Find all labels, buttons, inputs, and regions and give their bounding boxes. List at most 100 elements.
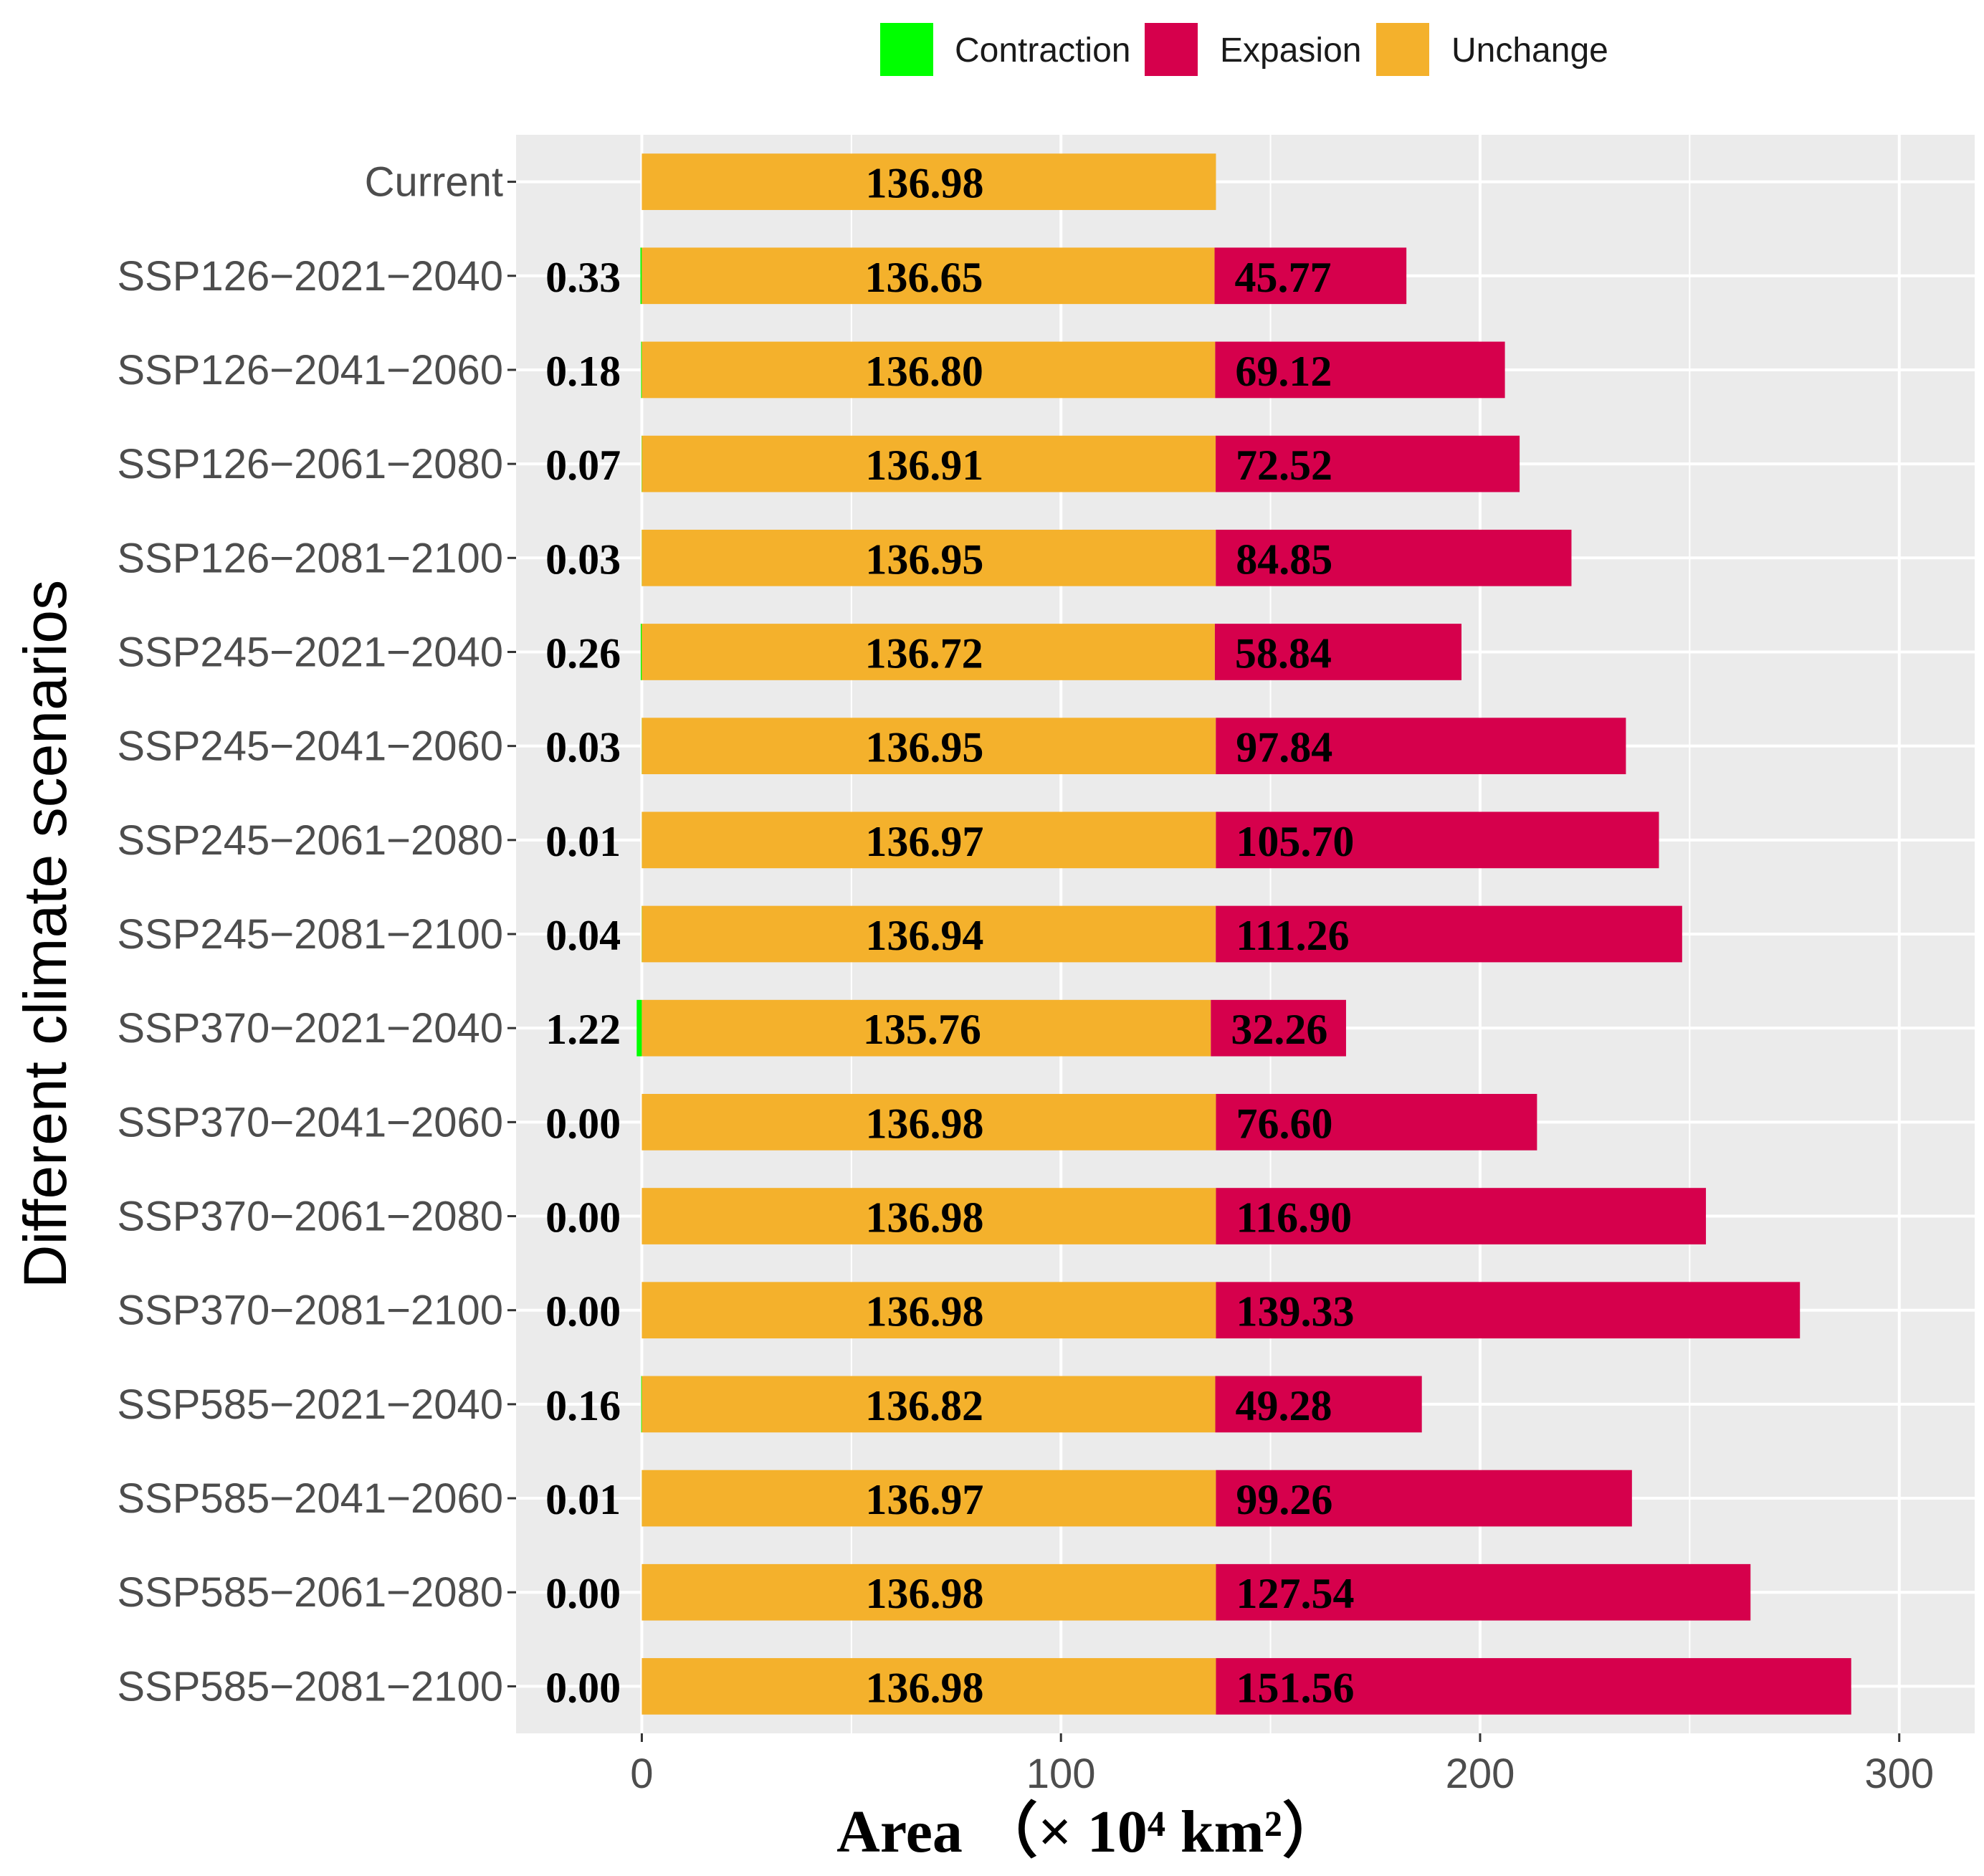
legend: Contraction Expasion Unchange — [880, 23, 1608, 76]
x-tick-label: 300 — [1864, 1751, 1934, 1797]
bar-unchange — [642, 435, 1216, 492]
bar-unchange — [642, 153, 1216, 210]
data-label-contraction: 1.22 — [545, 1006, 621, 1053]
y-tick-label: SSP370−2041−2060 — [117, 1099, 503, 1146]
x-tick-label: 100 — [1026, 1751, 1096, 1797]
y-tick-label: SSP585−2061−2080 — [117, 1569, 503, 1616]
data-label-unchange: 136.98 — [865, 1570, 983, 1617]
bar-contraction — [641, 1376, 642, 1433]
y-tick-label: SSP370−2021−2040 — [117, 1005, 503, 1052]
x-tick-label: 200 — [1446, 1751, 1515, 1797]
bar-unchange — [642, 247, 1215, 305]
data-label-unchange: 135.76 — [863, 1006, 981, 1053]
data-label-unchange: 136.95 — [865, 535, 983, 583]
y-tick-label: SSP126−2081−2100 — [117, 535, 503, 581]
data-label-expasion: 111.26 — [1236, 912, 1349, 959]
data-label-contraction: 0.26 — [545, 629, 621, 677]
x-tick-label: 0 — [630, 1751, 653, 1797]
legend-label-contraction: Contraction — [955, 32, 1130, 70]
bar-expasion — [1216, 811, 1659, 869]
bar-unchange — [642, 1563, 1216, 1621]
y-tick-label: SSP245−2021−2040 — [117, 629, 503, 675]
bar-expasion — [1216, 1658, 1851, 1715]
data-label-unchange: 136.65 — [864, 254, 983, 301]
data-label-unchange: 136.98 — [865, 1664, 983, 1711]
data-label-unchange: 136.97 — [865, 818, 983, 865]
bar-unchange — [642, 999, 1211, 1057]
data-label-contraction: 0.00 — [545, 1100, 621, 1147]
x-axis: 0 100 200 300 — [630, 1733, 1934, 1797]
data-label-unchange: 136.82 — [865, 1382, 983, 1429]
bar-expasion — [1215, 341, 1505, 399]
y-tick-label: SSP245−2041−2060 — [117, 723, 503, 770]
data-label-contraction: 0.16 — [545, 1382, 621, 1429]
data-label-contraction: 0.33 — [545, 254, 621, 301]
y-tick-label: SSP585−2041−2060 — [117, 1475, 503, 1522]
data-label-contraction: 0.00 — [545, 1288, 621, 1335]
bar-contraction — [636, 999, 642, 1057]
data-label-expasion: 97.84 — [1236, 724, 1332, 771]
y-tick-label: SSP126−2041−2060 — [117, 347, 503, 394]
data-label-unchange: 136.98 — [865, 1288, 983, 1335]
data-label-expasion: 127.54 — [1236, 1570, 1354, 1617]
data-label-unchange: 136.91 — [865, 442, 983, 489]
data-label-unchange: 136.72 — [865, 629, 983, 677]
bar-unchange — [642, 1376, 1216, 1433]
data-label-unchange: 136.98 — [865, 1100, 983, 1147]
bar-unchange — [642, 1282, 1216, 1339]
data-label-expasion: 84.85 — [1236, 535, 1332, 583]
bar-expasion — [1216, 1470, 1632, 1527]
data-label-expasion: 45.77 — [1235, 254, 1332, 301]
y-tick-label: SSP585−2081−2100 — [117, 1663, 503, 1710]
bar-expasion — [1214, 247, 1407, 305]
data-label-unchange: 136.94 — [865, 912, 983, 959]
y-tick-label: SSP370−2081−2100 — [117, 1287, 503, 1334]
bar-unchange — [642, 905, 1216, 963]
data-label-unchange: 136.80 — [865, 348, 983, 395]
legend-swatch-contraction — [880, 23, 933, 76]
data-label-unchange: 136.97 — [865, 1476, 983, 1523]
data-label-expasion: 139.33 — [1236, 1288, 1354, 1335]
y-axis-title: Different climate scenarios — [11, 580, 79, 1288]
data-label-contraction: 0.18 — [545, 348, 621, 395]
legend-label-unchange: Unchange — [1451, 32, 1608, 70]
bar-expasion — [1216, 529, 1572, 586]
y-tick-label: SSP126−2021−2040 — [117, 253, 503, 300]
data-label-contraction: 0.03 — [545, 535, 621, 583]
bar-contraction — [641, 341, 642, 399]
value-labels-layer: 136.98 136.65 45.77 0.33 136.80 69.12 0.18 136.… — [545, 160, 1354, 1712]
bar-unchange — [642, 1188, 1216, 1244]
data-label-contraction: 0.04 — [545, 912, 621, 959]
data-label-expasion: 116.90 — [1236, 1194, 1352, 1242]
bar-expasion — [1216, 905, 1682, 963]
bar-expasion — [1216, 1188, 1707, 1244]
data-label-contraction: 0.01 — [545, 1476, 621, 1523]
y-tick-label: SSP245−2061−2080 — [117, 817, 503, 864]
bar-unchange — [642, 1470, 1216, 1527]
data-label-expasion: 69.12 — [1235, 348, 1332, 395]
bar-contraction — [640, 247, 642, 305]
data-label-contraction: 0.00 — [545, 1664, 621, 1711]
legend-label-expasion: Expasion — [1220, 32, 1361, 70]
bar-expasion — [1216, 1563, 1751, 1621]
y-tick-label: SSP126−2061−2080 — [117, 441, 503, 487]
data-label-unchange: 136.95 — [865, 724, 983, 771]
bar-unchange — [642, 624, 1215, 680]
data-label-expasion: 58.84 — [1235, 629, 1332, 677]
y-axis: Current SSP126−2021−2040 SSP126−2041−2060 S… — [117, 159, 516, 1710]
bars-layer — [636, 153, 1851, 1715]
y-tick-label: SSP585−2021−2040 — [117, 1381, 503, 1428]
bar-expasion — [1214, 624, 1462, 680]
bar-contraction — [640, 624, 642, 680]
bar-unchange — [642, 718, 1216, 774]
data-label-expasion: 99.26 — [1236, 1476, 1332, 1523]
y-tick-label: SSP370−2061−2080 — [117, 1194, 503, 1240]
data-label-contraction: 0.07 — [545, 442, 621, 489]
data-label-expasion: 76.60 — [1236, 1100, 1332, 1147]
data-label-expasion: 32.26 — [1231, 1006, 1327, 1053]
bar-unchange — [642, 341, 1216, 399]
data-label-contraction: 0.03 — [545, 724, 621, 771]
bar-expasion — [1216, 718, 1626, 774]
data-label-expasion: 49.28 — [1236, 1382, 1332, 1429]
